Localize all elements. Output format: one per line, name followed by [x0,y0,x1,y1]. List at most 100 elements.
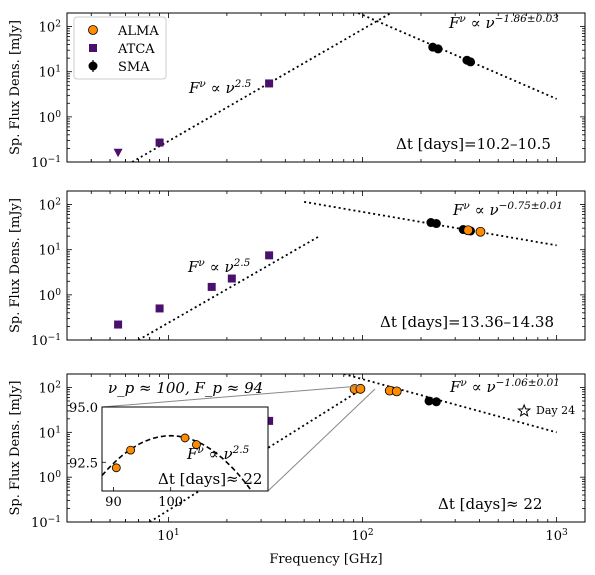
legend-sma-marker [88,61,98,71]
legend-label: SMA [118,60,150,75]
y-axis-label: Sp. Flux Dens. [mJy] [8,381,23,516]
y-tick-label-part: 10 [39,381,56,396]
y-tick-label-part: 10 [31,156,48,171]
inset-x-tick-label: 100 [158,495,183,510]
rise-annotation-part: F [188,79,200,97]
inset-rise-annotation-part: ∝ ν [204,445,233,463]
atca-point [265,416,274,425]
panel-frame [66,190,586,341]
x-tick-label-part: 3 [562,528,568,538]
inset-alma-point [111,463,121,473]
y-tick-label-part: −1 [48,155,61,165]
decline-annotation-part: F [452,201,464,219]
panel-frame [66,373,586,523]
legend: ALMA ATCA SMA [73,16,167,80]
inset-alma-point [192,440,201,449]
y-tick-label-part: 1 [55,65,61,75]
y-axis-label: Sp. Flux Dens. [mJy] [8,198,23,333]
y-tick-label: 100 [39,288,62,304]
inset-rise-annotation-part: ν [197,444,204,456]
x-axis-label: Frequency [GHz] [269,552,382,567]
alma-point [355,383,366,394]
x-tick-label-part: 10 [545,529,562,544]
fit-lines [131,13,557,162]
decline-annotation: Fν ∝ ν−0.75±0.01 [452,200,563,219]
y-tick-label-part: 1 [55,425,61,435]
rise-annotation: Fν ∝ ν2.5 [187,257,251,276]
y-tick-label-part: −1 [48,333,61,343]
y-tick-label-part: 0 [55,470,61,480]
inset-rise-annotation-part: F [186,445,198,463]
alma-point [391,386,402,397]
decline-annotation-part: ν [459,13,466,25]
inset-connector [101,385,361,408]
rise-annotation-part: F [187,258,199,276]
decline-annotation-part: ∝ ν [470,201,499,219]
x-tick-label-part: 1 [174,528,180,538]
decline-annotation-part: ∝ ν [467,378,496,396]
y-tick-label-part: 10 [39,289,56,304]
legend-label: ATCA [117,42,155,57]
y-tick-label: 10−1 [31,155,61,171]
inset-alma-point [126,445,136,455]
y-tick-label-part: 10 [39,111,56,126]
atca-point [155,304,164,313]
decline-annotation-part: ∝ ν [466,14,495,32]
y-tick-label: 101 [39,65,61,81]
y-tick-label-part: 2 [55,198,61,208]
sma-point [431,397,441,407]
y-tick-label-part: 10 [39,426,56,441]
y-tick-label-part: 10 [31,334,48,349]
x-tick-label-part: 10 [157,529,174,544]
y-tick-label: 101 [39,243,61,259]
sma-point [433,44,443,54]
y-tick-label: 10−1 [31,333,61,349]
decline-annotation-part: −0.75±0.01 [499,200,563,212]
y-tick-label-part: 10 [31,516,48,531]
rise-annotation: Fν ∝ ν2.5 [188,78,252,97]
inset-rise-annotation: Fν ∝ ν2.5 [186,444,250,463]
legend-label: ALMA [117,24,159,39]
sma-point [424,396,434,406]
day24-label: Day 24 [536,404,575,417]
sma-point [466,57,476,67]
day24-star-point [517,403,532,417]
alma-point [463,225,474,236]
y-tick-label: 10−1 [31,515,61,531]
inset-alma-point [180,433,190,443]
rise-annotation-part: ν [198,257,205,269]
decline-annotation-part: F [449,378,461,396]
x-tick-label: 101 [157,528,179,544]
alma-point [475,226,486,237]
y-tick-label: 100 [39,470,62,486]
decline-annotation-part: ν [463,200,470,212]
panel-frame [66,12,586,163]
peak-annotation: ν_p ≈ 100, F_p ≈ 94 [108,379,263,397]
atca-point [155,138,164,147]
decline-annotation: Fν ∝ ν−1.06±0.01 [449,377,560,396]
y-tick-label: 102 [39,198,61,214]
decline-annotation-part: F [448,14,460,32]
rise-annotation-part: ν [199,78,206,90]
y-tick-label-part: 10 [39,21,56,36]
y-tick-label-part: −1 [48,515,61,525]
y-tick-label-part: 2 [55,20,61,30]
x-tick-label: 102 [351,528,373,544]
rise-annotation-part: ∝ ν [205,258,234,276]
epoch-annotation: Δt [days]=10.2–10.5 [396,135,551,153]
y-tick-label-part: 0 [55,288,61,298]
decline-annotation-part: −1.06±0.01 [496,377,560,389]
rise-annotation-part: 2.5 [234,78,252,90]
inset-x-tick-label: 90 [105,495,122,510]
decline-annotation-part: −1.86±0.03 [495,13,560,25]
epoch-annotation: Δt [days]≈ 22 [438,495,542,513]
inset-y-tick-label: 95.0 [69,401,98,416]
y-tick-label: 102 [39,20,61,36]
y-tick-label-part: 10 [39,199,56,214]
y-tick-label-part: 1 [55,243,61,253]
atca-point [207,282,216,291]
atca-point [227,274,236,283]
